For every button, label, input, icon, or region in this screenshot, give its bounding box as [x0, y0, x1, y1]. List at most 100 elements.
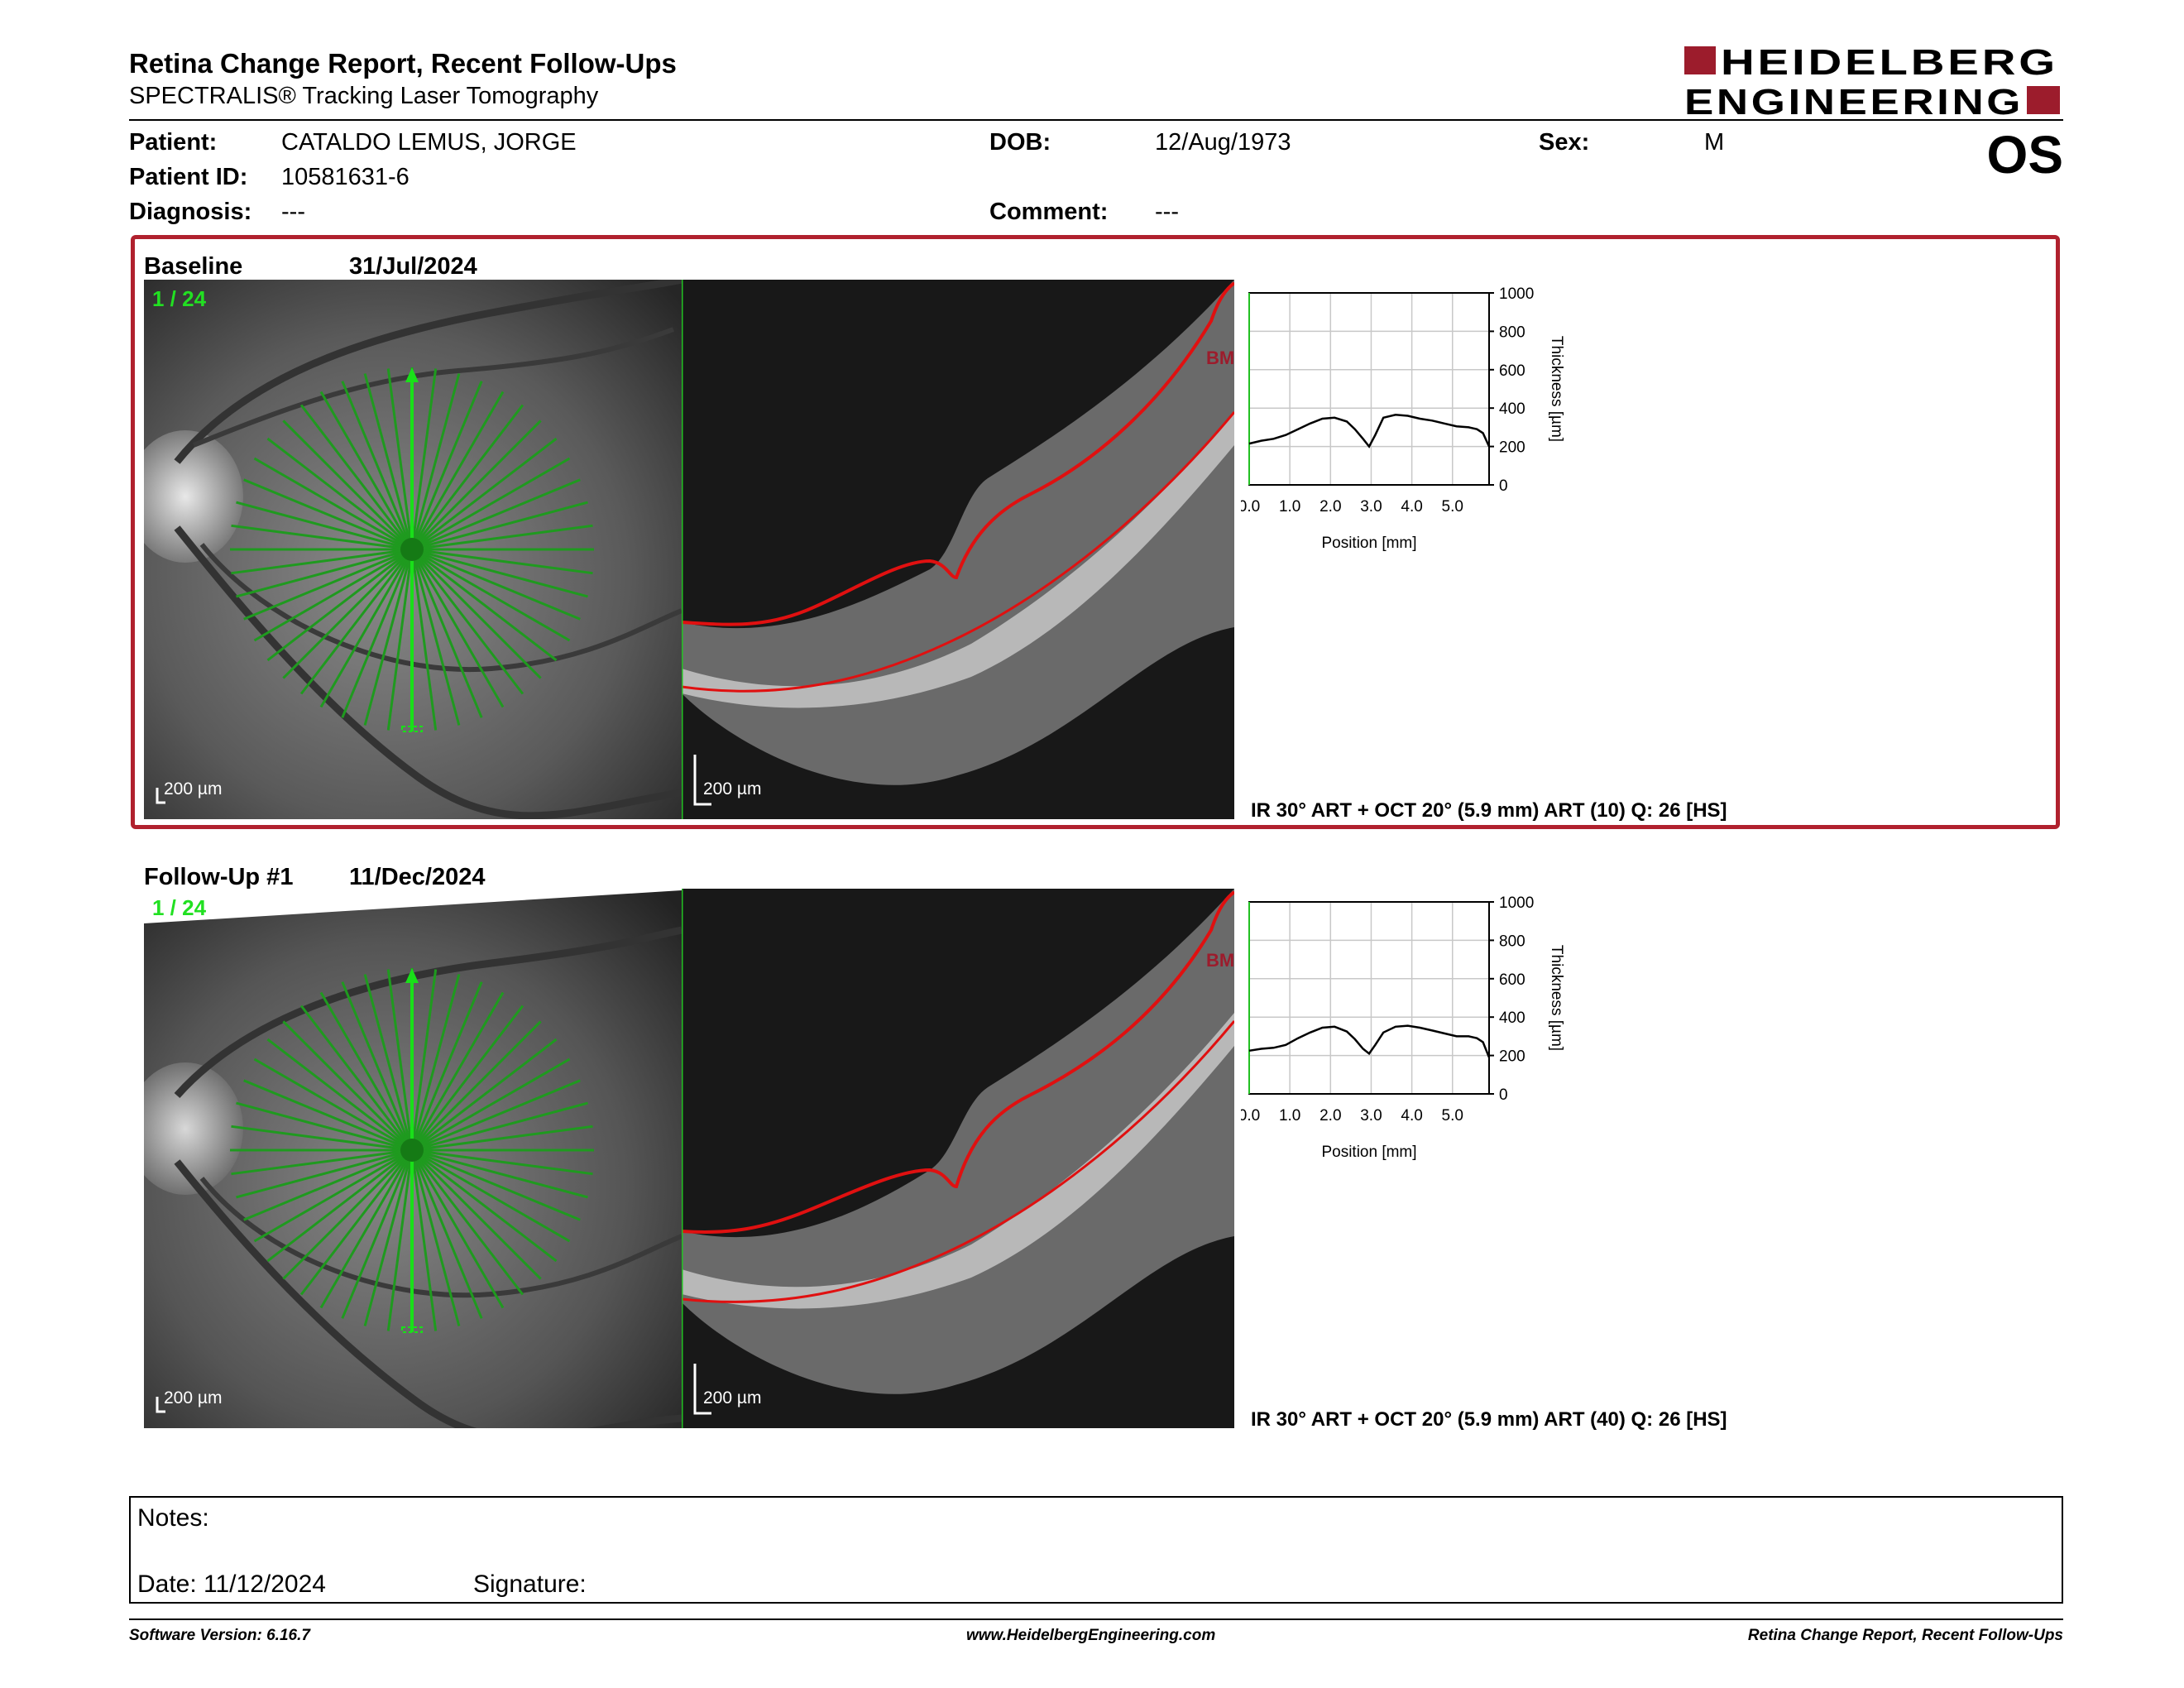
sex-value: M	[1704, 129, 1725, 156]
oct-svg	[680, 280, 1236, 819]
vessel-lower-2	[199, 543, 683, 672]
baseline-thickness-chart: 0 200 400 600 800 1000 0.0 1.0 2.0 3.0 4.0 5.0 Pos…	[1241, 285, 1565, 552]
patient-label: Patient:	[129, 129, 218, 156]
ilm-boundary-line	[681, 281, 1236, 626]
followup-date: 11/Dec/2024	[349, 864, 486, 890]
oct-scale-bar	[693, 755, 711, 806]
website-link[interactable]: www.HeidelbergEngineering.com	[966, 1627, 1216, 1644]
x-tick-label: 4.0	[1401, 1107, 1422, 1125]
fundus-svg	[127, 276, 683, 820]
y-tick-labels: 0 200 400 600 800 1000	[1489, 285, 1534, 495]
y-tick-label: 600	[1499, 971, 1525, 989]
scan-end-marker	[401, 1326, 423, 1333]
y-tick-labels: 0 200 400 600 800 1000	[1489, 894, 1534, 1104]
x-tick-label: 5.0	[1442, 498, 1463, 516]
x-tick-label: 0.0	[1241, 1107, 1260, 1125]
logo-text-line1: HEIDELBERG	[1721, 45, 2058, 83]
vessel-upper	[174, 276, 682, 464]
x-tick-label: 4.0	[1401, 498, 1422, 516]
comment-label: Comment:	[989, 199, 1109, 225]
software-version: Software Version: 6.16.7	[129, 1627, 310, 1644]
ilm-boundary-line	[681, 890, 1236, 1234]
date-label: Date: 11/12/2024	[137, 1571, 326, 1598]
logo-text-line2: ENGINEERING	[1684, 82, 2024, 121]
bm-boundary-line	[681, 1020, 1236, 1303]
y-axis-label: Thickness [µm]	[1548, 336, 1565, 442]
scan-direction-arrow	[405, 367, 419, 382]
fundus-scale-bar	[156, 788, 165, 804]
scan-direction-arrow	[405, 968, 419, 983]
vessel-lower	[174, 525, 682, 820]
report-subtitle: SPECTRALIS® Tracking Laser Tomography	[129, 83, 599, 109]
rpe-layer	[682, 412, 1234, 708]
dob-label: DOB:	[989, 129, 1051, 156]
baseline-scan-info: IR 30° ART + OCT 20° (5.9 mm) ART (10) Q…	[1251, 799, 1727, 822]
patient-name: CATALDO LEMUS, JORGE	[281, 129, 577, 156]
diagnosis-value: ---	[281, 199, 305, 225]
dob-value: 12/Aug/1973	[1155, 129, 1291, 156]
y-tick-label: 600	[1499, 362, 1525, 380]
y-axis-label: Thickness [µm]	[1548, 945, 1565, 1051]
x-tick-label: 2.0	[1320, 498, 1341, 516]
footer-divider	[129, 1618, 2063, 1620]
report-title: Retina Change Report, Recent Follow-Ups	[129, 48, 677, 79]
x-tick-label: 1.0	[1279, 498, 1300, 516]
signature-label: Signature:	[473, 1571, 587, 1598]
baseline-fundus-image: 1 / 24 200 µm	[127, 276, 683, 823]
eye-indicator: OS	[1986, 125, 2063, 185]
scan-counter: 1 / 24	[152, 895, 207, 920]
baseline-highlight-frame	[131, 235, 2060, 829]
followup-label: Follow-Up #1	[144, 864, 294, 890]
y-tick-label: 1000	[1499, 285, 1534, 303]
baseline-date: 31/Jul/2024	[349, 253, 477, 280]
x-axis-label: Position [mm]	[1321, 535, 1416, 552]
y-tick-label: 0	[1499, 477, 1508, 495]
fovea-center	[400, 1139, 424, 1162]
followup-scan-info: IR 30° ART + OCT 20° (5.9 mm) ART (40) Q…	[1251, 1408, 1727, 1431]
x-tick-labels: 0.0 1.0 2.0 3.0 4.0 5.0	[1241, 498, 1463, 516]
thickness-series-line	[1248, 414, 1491, 448]
fundus-scale-bar	[156, 1397, 165, 1413]
y-tick-label: 400	[1499, 400, 1525, 418]
followup-oct-bscan: BM 200 µm	[680, 889, 1236, 1432]
bm-boundary-line	[681, 411, 1236, 693]
baseline-oct-bscan: BM 200 µm	[680, 280, 1236, 823]
sex-label: Sex:	[1539, 129, 1590, 156]
y-tick-label: 0	[1499, 1086, 1508, 1104]
x-tick-label: 3.0	[1360, 498, 1382, 516]
fundus-scale-label: 200 µm	[164, 1388, 223, 1407]
x-axis-label: Position [mm]	[1321, 1144, 1416, 1161]
notes-label: Notes:	[137, 1504, 209, 1532]
rpe-layer	[682, 1013, 1234, 1309]
oct-scale-label: 200 µm	[703, 779, 762, 798]
bm-label: BM	[1206, 348, 1235, 368]
y-tick-label: 800	[1499, 324, 1525, 341]
fundus-scale-label: 200 µm	[164, 779, 223, 798]
logo-square-top	[1684, 46, 1716, 74]
followup-fundus-image: 1 / 24 200 µm	[127, 889, 683, 1443]
x-tick-label: 5.0	[1442, 1107, 1463, 1125]
oct-scale-bar	[693, 1364, 711, 1415]
vessel-upper-2	[192, 327, 675, 448]
followup-thickness-chart: 0 200 400 600 800 1000 0.0 1.0 2.0 3.0 4.0 5.0 Pos…	[1241, 894, 1565, 1161]
comment-value: ---	[1155, 199, 1179, 225]
bm-label: BM	[1206, 950, 1235, 971]
y-tick-label: 200	[1499, 1048, 1525, 1066]
chart-grid	[1248, 901, 1489, 1095]
x-tick-labels: 0.0 1.0 2.0 3.0 4.0 5.0	[1241, 1107, 1463, 1125]
x-tick-label: 2.0	[1320, 1107, 1341, 1125]
retina-tissue	[682, 280, 1234, 785]
chart-grid	[1248, 292, 1489, 486]
fundus-svg	[127, 889, 683, 1443]
oct-scale-label: 200 µm	[703, 1388, 762, 1407]
y-tick-label: 800	[1499, 933, 1525, 950]
y-tick-label: 200	[1499, 439, 1525, 457]
scan-counter: 1 / 24	[152, 286, 207, 311]
optic-disc	[127, 1062, 243, 1195]
notes-box[interactable]: Notes: Date: 11/12/2024 Signature:	[129, 1496, 2063, 1604]
baseline-label: Baseline	[144, 253, 243, 280]
y-tick-label: 1000	[1499, 894, 1534, 912]
patient-id-label: Patient ID:	[129, 164, 248, 190]
x-tick-label: 1.0	[1279, 1107, 1300, 1125]
fovea-center	[400, 538, 424, 561]
